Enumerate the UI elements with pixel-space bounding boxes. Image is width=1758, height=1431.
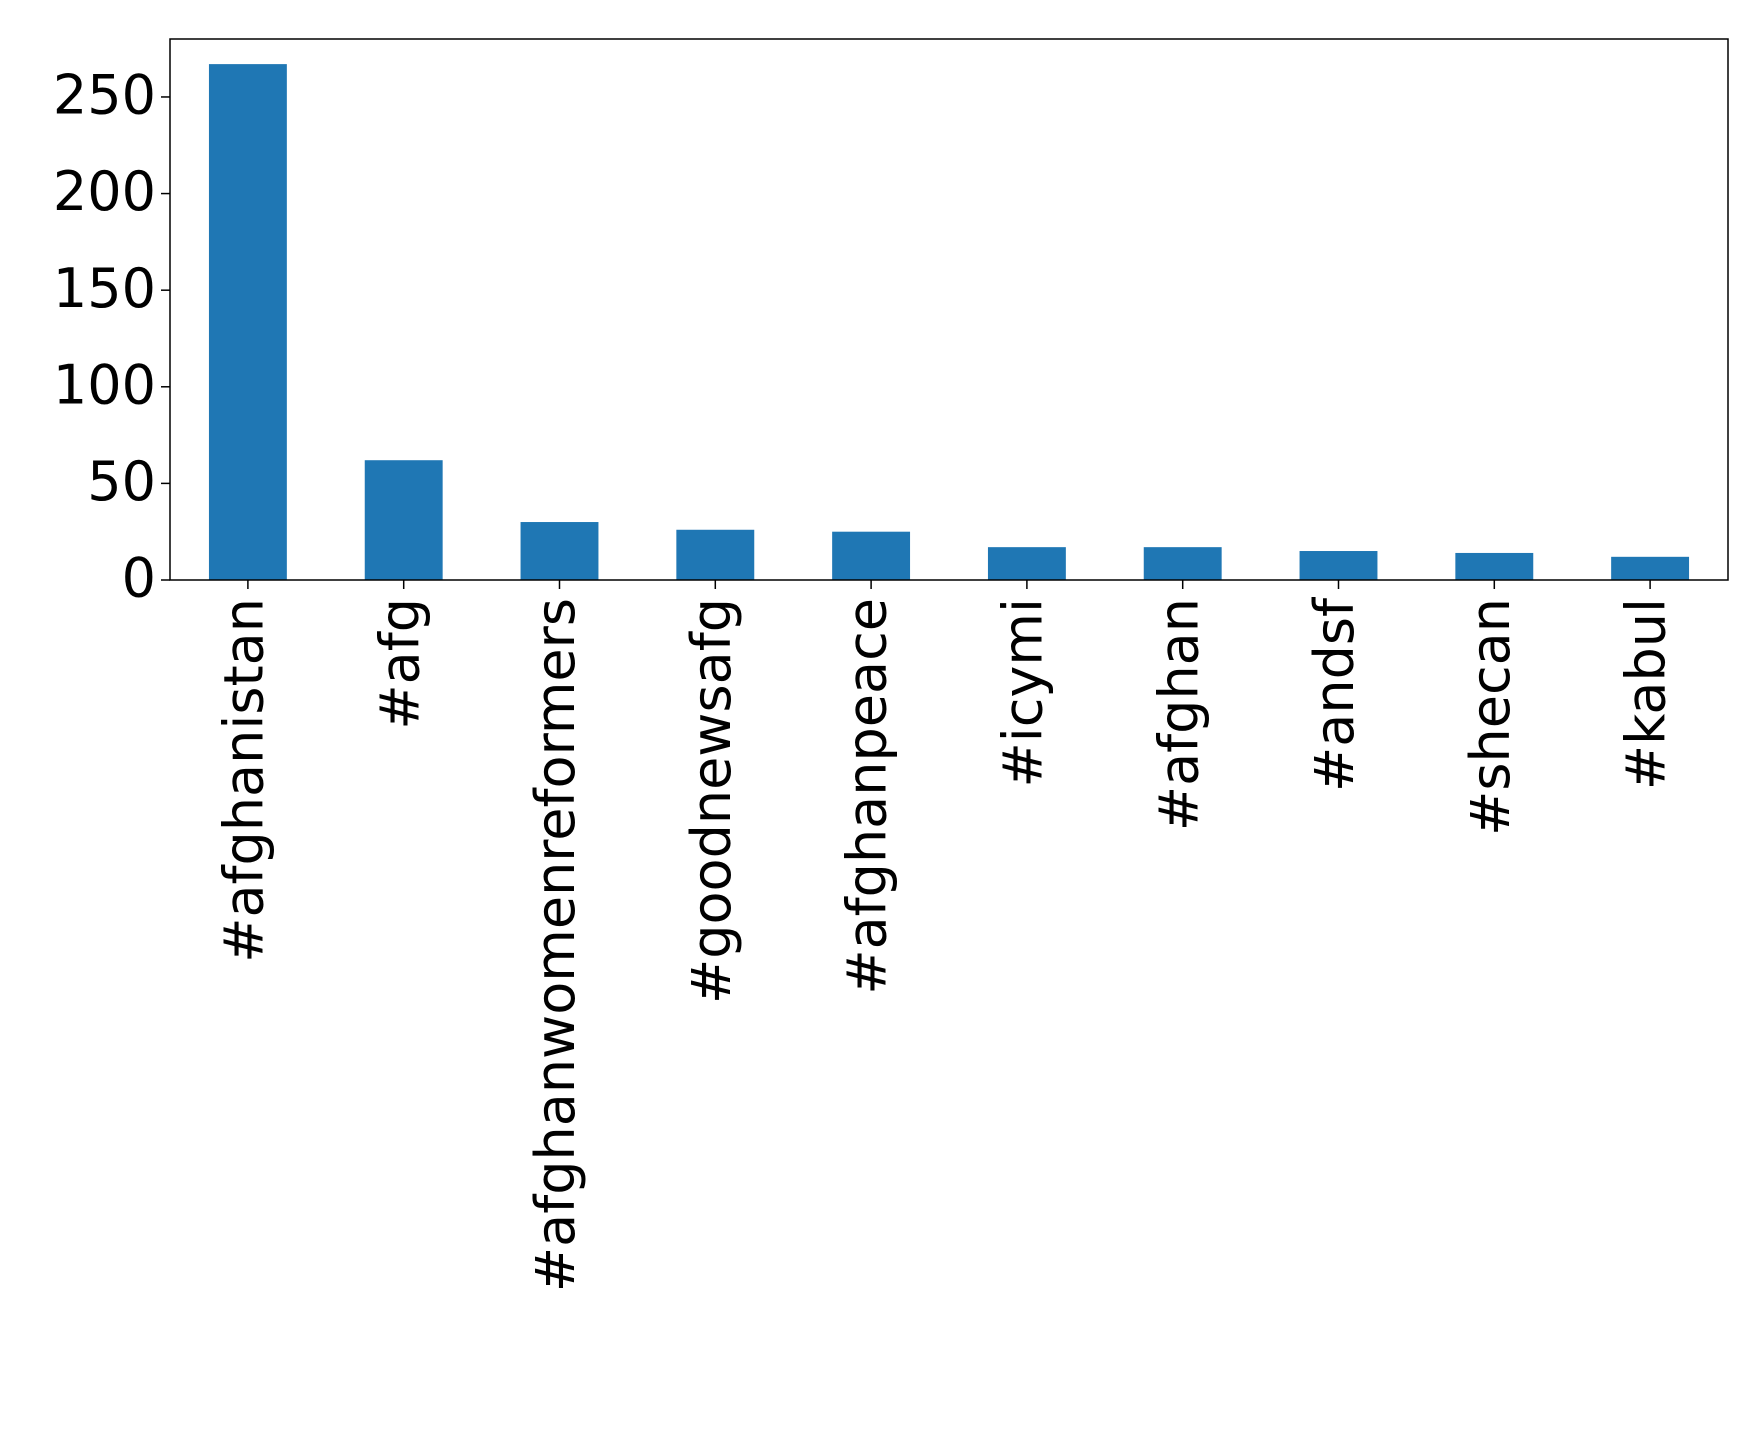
x-tick-label: #goodnewsafg: [680, 598, 743, 1004]
y-tick-label: 150: [53, 257, 156, 320]
bar: [1299, 551, 1378, 580]
bar: [520, 522, 599, 580]
x-tick-label: #afghanistan: [213, 598, 276, 963]
bar: [1455, 552, 1534, 580]
y-tick-label: 100: [53, 353, 156, 416]
x-tick-label: #afghanpeace: [836, 598, 899, 995]
x-tick-label: #afghanwomenreformers: [524, 598, 587, 1292]
x-tick-label: #andsf: [1303, 596, 1366, 792]
bar: [676, 529, 755, 580]
y-tick-label: 200: [53, 160, 156, 223]
bar: [1143, 547, 1222, 580]
x-tick-label: #kabul: [1615, 598, 1678, 790]
x-tick-label: #afghan: [1147, 598, 1210, 831]
plot-frame: [169, 38, 1729, 581]
bar: [832, 531, 911, 580]
x-tick-label: #afg: [368, 598, 431, 730]
bar: [1611, 556, 1690, 580]
bar: [208, 64, 287, 580]
x-tick-label: #shecan: [1459, 598, 1522, 836]
y-tick-label: 250: [53, 64, 156, 127]
bar: [364, 460, 443, 580]
bar: [987, 547, 1066, 580]
y-tick-label: 50: [87, 450, 156, 513]
x-tick-label: #icymi: [992, 598, 1055, 788]
y-tick-label: 0: [122, 547, 156, 610]
